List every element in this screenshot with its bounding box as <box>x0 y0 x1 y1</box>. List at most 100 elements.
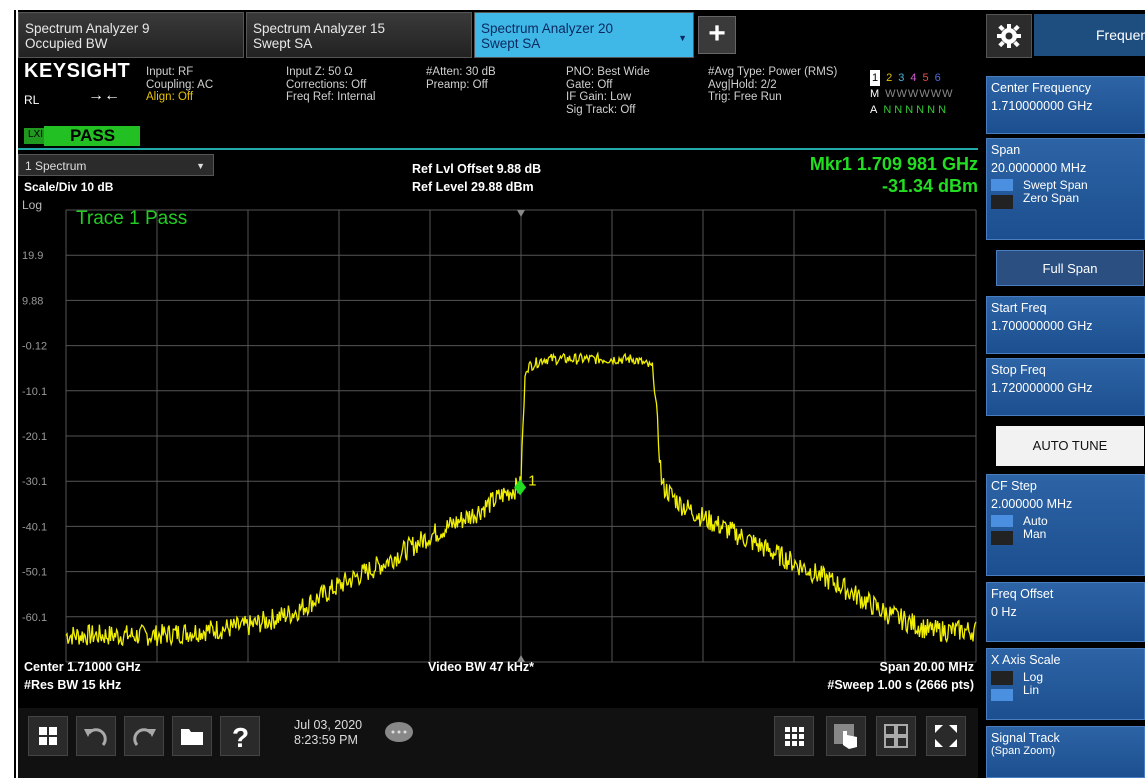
frequency-softkey-panel: Center Frequency 1.710000000 GHz Span 20… <box>982 60 1145 778</box>
grid-layout-icon <box>884 724 908 748</box>
input-settings[interactable]: Input: RF Coupling: AC Align: Off <box>146 66 213 104</box>
center-frequency-softkey[interactable]: Center Frequency 1.710000000 GHz <box>986 76 1145 134</box>
pass-indicator: PASS <box>44 126 140 146</box>
cf-step-softkey[interactable]: CF Step 2.000000 MHz Auto Man <box>986 474 1145 576</box>
center-freq-label: Center 1.71000 GHz <box>24 660 141 674</box>
ref-offset-label: Ref Lvl Offset 9.88 dB <box>412 162 542 176</box>
cf-step-value: 2.000000 MHz <box>991 497 1073 511</box>
corrections-value: Corrections: Off <box>286 78 367 91</box>
analyzer-screen: Spectrum Analyzer 9 Occupied BW Spectrum… <box>18 10 1145 778</box>
tab-title: Spectrum Analyzer 20 <box>481 21 614 36</box>
signal-track-label: Signal Track <box>991 731 1060 745</box>
stop-freq-value: 1.720000000 GHz <box>991 381 1093 395</box>
freq-ref-value: Freq Ref: Internal <box>286 91 376 103</box>
trace-num-6: 6 <box>934 72 941 84</box>
y-tick-label: -20.1 <box>22 431 47 443</box>
windows-button[interactable] <box>28 716 68 756</box>
fullscreen-button[interactable] <box>926 716 966 756</box>
tab-dropdown-icon[interactable]: ▼ <box>678 33 687 43</box>
help-button[interactable]: ? <box>220 716 260 756</box>
file-button[interactable] <box>172 716 212 756</box>
window-frame <box>0 0 18 778</box>
keypad-icon <box>785 727 804 746</box>
cf-step-mode-radio[interactable]: Auto Man <box>991 515 1140 545</box>
touch-button[interactable] <box>826 716 866 756</box>
input-z-settings[interactable]: Input Z: 50 Ω Corrections: Off Freq Ref:… <box>286 66 375 104</box>
center-frequency-label: Center Frequency <box>991 81 1092 95</box>
spectrum-graph[interactable]: 19.9 9.88 -0.12 -10.1 -20.1 -30.1 -40.1 -50.1 -6… <box>18 150 978 710</box>
stop-freq-label: Stop Freq <box>991 363 1046 377</box>
auto-tune-button[interactable]: AUTO TUNE <box>996 426 1144 466</box>
marker-amp-readout[interactable]: -31.34 dBm <box>881 176 978 196</box>
keypad-button[interactable] <box>774 716 814 756</box>
y-tick-label: -30.1 <box>22 476 47 488</box>
x-axis-scale-label: X Axis Scale <box>991 653 1061 667</box>
freq-offset-label: Freq Offset <box>991 587 1054 601</box>
trace-m-values: WWWWWW <box>885 88 954 100</box>
auto-option: Auto <box>1023 514 1048 528</box>
taskbar: ? Jul 03, 2020 8:23:59 PM <box>18 708 978 778</box>
zero-span-option: Zero Span <box>1023 191 1080 205</box>
tab-title: Spectrum Analyzer 9 <box>25 21 150 36</box>
span-value: 20.0000000 MHz <box>991 161 1087 175</box>
full-span-button[interactable]: Full Span <box>996 250 1144 286</box>
message-button[interactable] <box>382 720 416 748</box>
man-option: Man <box>1023 527 1047 541</box>
folder-icon <box>181 729 203 745</box>
avg-settings[interactable]: #Avg Type: Power (RMS) Avg|Hold: 2/2 Tri… <box>708 66 837 104</box>
chat-bubble-icon <box>385 722 413 742</box>
input-z-value: Input Z: 50 Ω <box>286 66 353 78</box>
start-freq-softkey[interactable]: Start Freq 1.700000000 GHz <box>986 296 1145 354</box>
x-axis-scale-softkey[interactable]: X Axis Scale Log Lin <box>986 648 1145 720</box>
frequency-menu-tab[interactable]: Frequency <box>1034 14 1145 56</box>
start-freq-value: 1.700000000 GHz <box>991 319 1093 333</box>
scale-div-label: Scale/Div 10 dB <box>24 180 114 194</box>
tab-spectrum-analyzer-9[interactable]: Spectrum Analyzer 9 Occupied BW <box>18 12 244 58</box>
span-mode-radio[interactable]: Swept Span Zero Span <box>991 179 1140 209</box>
marker-1-label: 1 <box>528 472 536 489</box>
trace-num-2: 2 <box>886 72 893 84</box>
atten-value: #Atten: 30 dB <box>426 66 496 78</box>
avg-type-value: #Avg Type: Power (RMS) <box>708 66 838 78</box>
trace-a-values: NNNNNN <box>883 104 950 116</box>
tab-spectrum-analyzer-15[interactable]: Spectrum Analyzer 15 Swept SA <box>246 12 472 58</box>
x-axis-scale-radio[interactable]: Log Lin <box>991 671 1140 701</box>
pno-settings[interactable]: PNO: Best Wide Gate: Off IF Gain: Low Si… <box>566 66 650 116</box>
gate-value: Gate: Off <box>566 78 613 91</box>
svg-text:?: ? <box>232 722 249 753</box>
spectrum-view-dropdown[interactable]: 1 Spectrum ▼ <box>18 154 214 176</box>
log-scale-label: Log <box>22 198 43 212</box>
signal-track-softkey[interactable]: Signal Track (Span Zoom) <box>986 726 1145 778</box>
y-tick-label: -0.12 <box>22 341 47 353</box>
sweep-label: #Sweep 1.00 s (2666 pts) <box>827 678 974 692</box>
freq-offset-softkey[interactable]: Freq Offset 0 Hz <box>986 582 1145 642</box>
y-tick-label: -10.1 <box>22 386 47 398</box>
ref-level-label: Ref Level 29.88 dBm <box>412 180 534 194</box>
redo-button[interactable] <box>124 716 164 756</box>
y-tick-label: -50.1 <box>22 567 47 579</box>
undo-button[interactable] <box>76 716 116 756</box>
tab-subtitle: Swept SA <box>253 36 313 51</box>
stop-freq-softkey[interactable]: Stop Freq 1.720000000 GHz <box>986 358 1145 416</box>
sig-track-value: Sig Track: Off <box>566 103 636 116</box>
align-value: Align: Off <box>146 91 194 103</box>
undo-icon <box>84 728 107 746</box>
span-label: Span 20.00 MHz <box>879 660 974 674</box>
res-bw-label: #Res BW 15 kHz <box>24 678 122 692</box>
date-label: Jul 03, 2020 <box>294 718 363 732</box>
settings-button[interactable] <box>986 14 1032 58</box>
add-tab-button[interactable]: + <box>698 16 736 54</box>
trace-num-4: 4 <box>910 72 917 84</box>
tab-spectrum-analyzer-20[interactable]: Spectrum Analyzer 20 Swept SA ▼ <box>474 12 694 58</box>
span-softkey[interactable]: Span 20.0000000 MHz Swept Span Zero Span <box>986 138 1145 240</box>
gear-icon <box>997 24 1021 48</box>
marker-freq-readout[interactable]: Mkr1 1.709 981 GHz <box>809 154 978 174</box>
lxi-badge: LXI <box>24 128 48 144</box>
layout-button[interactable] <box>876 716 916 756</box>
if-gain-value: IF Gain: Low <box>566 91 632 103</box>
span-label: Span <box>991 143 1021 157</box>
trace-mode-row: M WWWWWW <box>870 86 959 102</box>
atten-settings[interactable]: #Atten: 30 dB Preamp: Off <box>426 66 496 91</box>
